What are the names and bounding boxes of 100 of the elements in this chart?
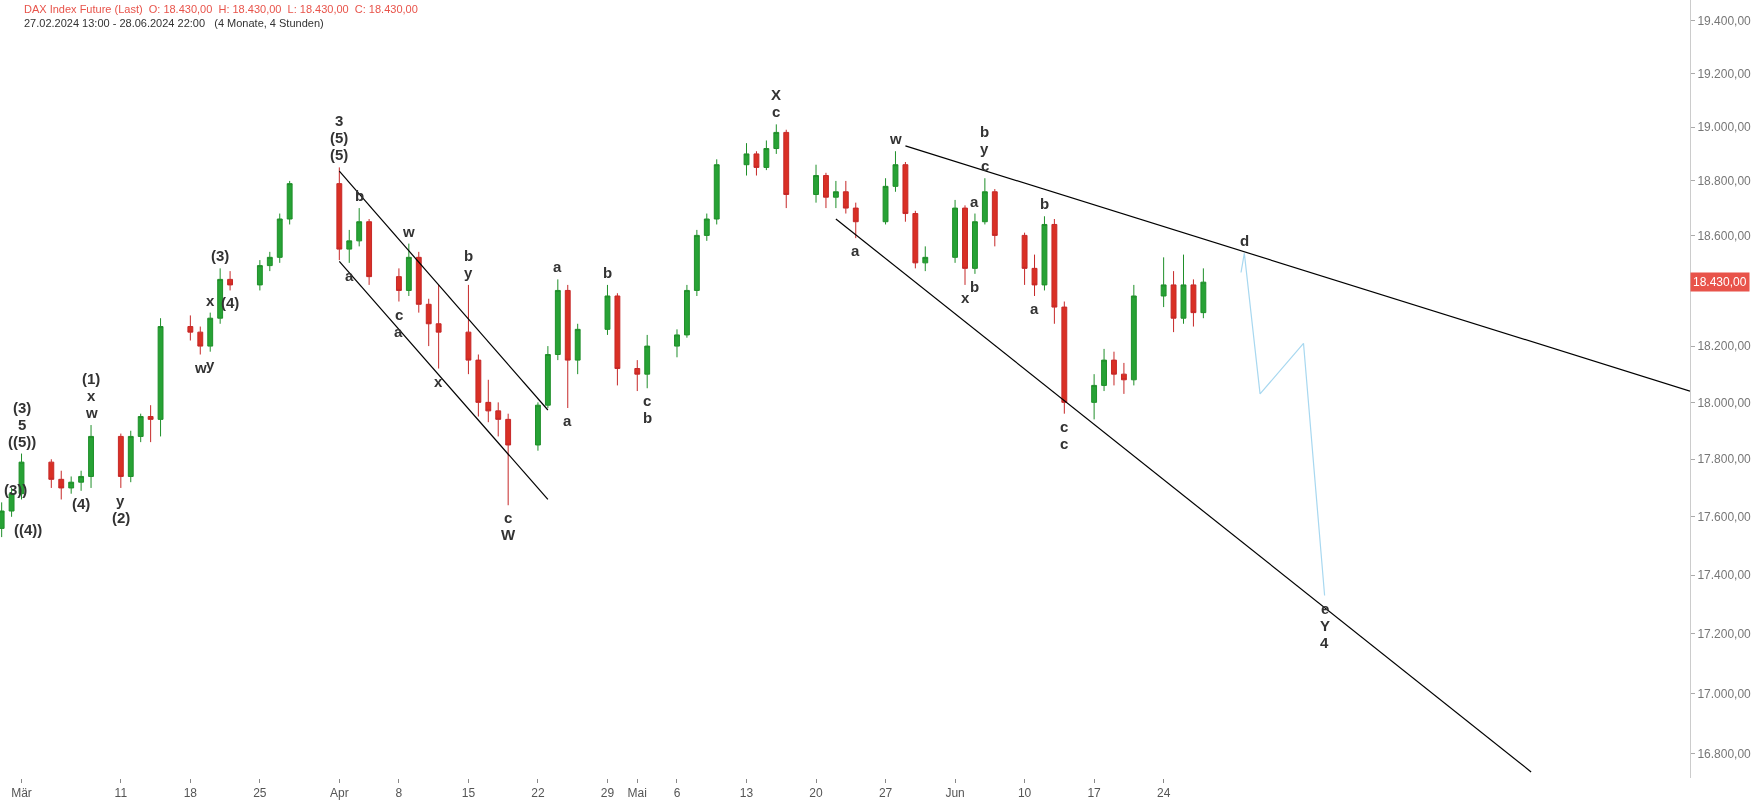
candlestick — [366, 218, 373, 286]
y-tick-label: 17.800,00 — [1697, 452, 1752, 467]
candlestick — [693, 229, 700, 297]
y-tick-label: 16.800,00 — [1697, 746, 1752, 761]
annotation: a — [345, 267, 354, 284]
x-tick-label: 22 — [531, 786, 545, 800]
annotation: x — [434, 373, 443, 390]
annotation: 5 — [18, 416, 27, 433]
candlestick — [902, 161, 909, 223]
candlestick — [1200, 267, 1207, 319]
annotation: y — [464, 264, 473, 281]
candlestick — [1160, 256, 1167, 308]
annotation: b — [464, 247, 474, 264]
y-tick-label: 18.200,00 — [1697, 339, 1752, 354]
candlestick — [634, 359, 641, 392]
x-tick-label: 10 — [1017, 786, 1032, 800]
annotation: c — [504, 509, 513, 526]
y-tick-label: 19.200,00 — [1697, 66, 1752, 81]
annotation: c — [1060, 435, 1069, 452]
text: 18.430,00 — [1693, 275, 1747, 289]
annotation: x — [961, 289, 970, 306]
candlestick — [0, 501, 5, 538]
candlestick — [674, 328, 680, 358]
annotation: b — [643, 409, 653, 426]
candlestick — [58, 470, 65, 500]
candlestick — [475, 354, 482, 418]
candlestick — [197, 326, 204, 355]
candlestick — [991, 188, 998, 247]
candlestick — [336, 166, 343, 261]
candlestick — [683, 284, 690, 339]
candlestick — [544, 345, 551, 409]
candlestick — [1051, 218, 1058, 325]
candlestick — [495, 401, 502, 437]
candlestick — [88, 424, 94, 489]
y-tick-label: 17.200,00 — [1697, 627, 1752, 642]
candlestick — [465, 284, 472, 375]
candlestick — [713, 158, 720, 225]
annotation: (5) — [330, 146, 349, 163]
candlestick — [68, 475, 75, 495]
annotation: w — [402, 223, 415, 240]
candlestick — [952, 199, 959, 264]
x-tick-label: Jun — [945, 786, 965, 800]
x-tick-label: 11 — [114, 786, 128, 800]
annotation: b — [970, 278, 980, 295]
annotation: (3) — [211, 247, 230, 264]
annotation: w — [889, 130, 902, 147]
x-tick-label: Mai — [627, 786, 647, 800]
candlestick — [922, 245, 929, 272]
y-tick-label: 17.000,00 — [1697, 686, 1752, 701]
candlestick — [783, 129, 790, 209]
annotation: c — [395, 306, 404, 323]
x-tick-label: Mär — [11, 786, 32, 800]
candlestick — [415, 251, 422, 314]
annotation: a — [1030, 300, 1039, 317]
candlestick — [117, 433, 124, 489]
annotation: y — [980, 140, 989, 157]
x-tick-label: 6 — [673, 786, 681, 800]
y-tick-label: 18.800,00 — [1697, 174, 1752, 189]
annotation: W — [501, 526, 516, 543]
x-tick-label: 29 — [600, 786, 615, 800]
annotation: a — [970, 193, 979, 210]
candlestick — [1130, 284, 1137, 386]
candlestick — [405, 243, 412, 297]
candlestick — [564, 284, 571, 409]
candlestick — [813, 164, 819, 204]
x-tick-label: 8 — [395, 786, 403, 800]
annotation: (1) — [82, 370, 101, 387]
text: 27.02.2024 13:00 - 28.06.2024 22:00 (4 Monate, 4 Stunden) — [24, 17, 324, 29]
candlestick — [1190, 278, 1197, 328]
annotation: (5) — [330, 129, 349, 146]
annotation: a — [394, 323, 403, 340]
candlestick — [574, 323, 581, 375]
annotation: c — [772, 103, 781, 120]
candlestick — [1031, 254, 1038, 297]
candlestick — [981, 177, 988, 225]
candlestick — [346, 229, 353, 264]
candlestick — [435, 284, 442, 370]
annotation: a — [851, 242, 860, 259]
candlestick — [703, 213, 710, 242]
candlestick — [395, 267, 402, 303]
candlestick — [852, 202, 859, 239]
candlestick — [425, 298, 432, 347]
candlestick — [892, 150, 899, 193]
annotation: ((5)) — [8, 433, 37, 450]
annotation: y — [116, 492, 125, 509]
candlestick — [842, 180, 849, 215]
candlestick — [614, 292, 621, 386]
candlestick — [753, 150, 760, 177]
y-tick-label: 19.000,00 — [1697, 120, 1752, 135]
x-tick-label: 18 — [183, 786, 198, 800]
candlestick — [535, 401, 541, 452]
annotation: y — [206, 356, 215, 373]
candlestick — [1041, 215, 1048, 291]
candlestick — [505, 413, 512, 506]
annotation: (4) — [72, 495, 91, 512]
candlestick — [1170, 270, 1177, 333]
line-series — [1240, 252, 1326, 597]
candlestick — [1180, 254, 1187, 325]
x-tick-label: 27 — [878, 786, 893, 800]
annotation: (2) — [112, 509, 131, 526]
